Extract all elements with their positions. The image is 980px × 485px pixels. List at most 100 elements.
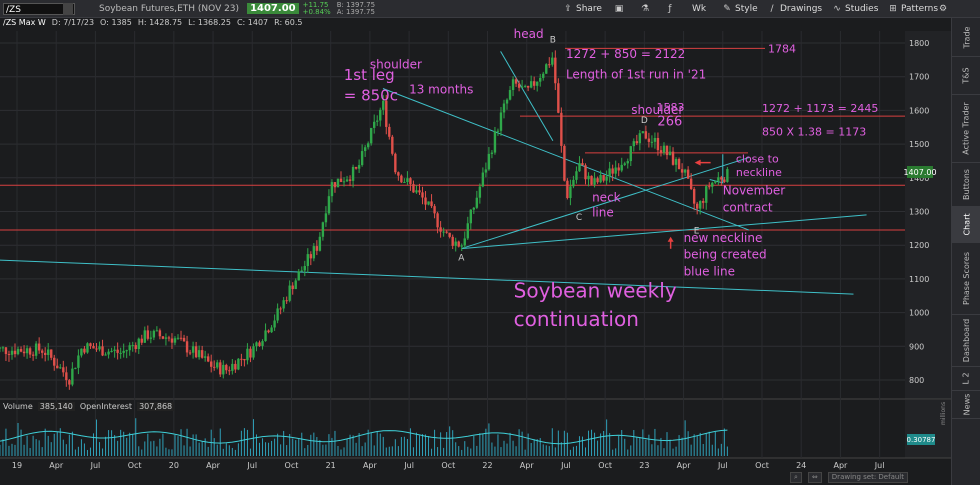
candle-body (705, 186, 708, 203)
studies-quick-icon[interactable]: ƒ (668, 3, 672, 14)
sidebar-tab-buttons[interactable]: Buttons (952, 162, 980, 207)
fit-icon[interactable]: ⇔ (807, 472, 822, 483)
annotation-text: being created (684, 248, 767, 262)
candle-body (267, 330, 270, 333)
patterns-icon: ⊞ (889, 3, 897, 14)
candle-body (493, 131, 497, 153)
candle-body (593, 178, 596, 185)
candle-body (394, 153, 397, 173)
time-tick-label: Jul (874, 461, 885, 470)
time-tick-label: Apr (677, 461, 692, 470)
candle-body (702, 201, 705, 203)
price-tick-label: 1700 (909, 73, 929, 82)
settings-icon[interactable]: ⚙ (938, 3, 948, 14)
info-high: H: 1428.75 (137, 18, 183, 27)
candle-body (581, 163, 584, 166)
candle-body (677, 158, 681, 170)
patterns-button[interactable]: ⊞ Patterns (888, 0, 938, 17)
candle-body (442, 231, 445, 233)
candle-body (161, 336, 165, 339)
trend-line (0, 259, 854, 295)
candle-body (113, 349, 116, 351)
sidebar-tab-ts[interactable]: T&S (952, 56, 980, 95)
sidebar-tab-chart[interactable]: Chart (952, 206, 980, 243)
sidebar-tab-label: Phase Scores (962, 251, 972, 305)
candle-body (270, 327, 273, 333)
price-chart[interactable]: 1784 800 900 1000 1100 1200 1300 1400 1500 1600 1… (0, 0, 951, 485)
sidebar-tab-trade[interactable]: Trade (952, 18, 980, 57)
candle-body (514, 79, 518, 84)
sidebar-tab-l2[interactable]: L 2 (952, 366, 980, 391)
trend-line (461, 214, 867, 250)
candle-body (80, 348, 83, 356)
share-button[interactable]: ⇪ Share (563, 0, 602, 17)
candle-body (587, 175, 590, 180)
candle-body (297, 271, 300, 281)
candle-body (508, 90, 512, 100)
time-tick-label: Oct (755, 461, 769, 470)
pivot-label: C (576, 213, 582, 223)
flask-icon[interactable]: ⚗ (640, 3, 650, 14)
symbol-dropdown-icon[interactable] (63, 2, 73, 15)
candle-body (179, 337, 183, 339)
save-icon[interactable]: ▣ (614, 3, 624, 14)
sidebar-tab-label: T&S (961, 66, 971, 84)
candle-body (517, 83, 521, 88)
time-axis[interactable]: 19 Apr Jul Oct 20 Apr Jul Oct 21 Apr Jul Oct 22 Apr Ju… (12, 461, 885, 470)
drawing-set-button[interactable]: Drawing set: Default (827, 472, 908, 483)
studies-button[interactable]: ∿ Studies (832, 0, 878, 17)
candle-body (611, 168, 614, 174)
candle-body (406, 178, 409, 183)
candle-body (210, 361, 213, 367)
candle-body (116, 349, 119, 353)
symbol-description: Soybean Futures,ETH (NOV 23) (99, 3, 240, 14)
sidebar-tab-active-trader[interactable]: Active Trader (952, 94, 980, 163)
candle-body (219, 362, 222, 375)
style-button[interactable]: ✎ Style (722, 0, 757, 17)
sidebar-tab-dashboard[interactable]: Dashboard (952, 314, 980, 367)
candle-body (216, 362, 219, 368)
ohlc-info-line: /ZS Max W D: 7/17/23 O: 1385 H: 1428.75 … (0, 18, 924, 30)
magnifier-icon[interactable]: ⌕ (790, 472, 802, 483)
candle-body (152, 330, 156, 338)
price-tick-label: 1500 (909, 140, 929, 149)
candle-body (689, 178, 693, 189)
ask-value: A: 1397.75 (336, 7, 375, 16)
candle-body (164, 337, 168, 339)
candle-body (463, 238, 466, 246)
arrow-head (667, 236, 674, 242)
candle-body (529, 81, 533, 88)
candle-body (4, 347, 8, 355)
candle-body (723, 179, 726, 182)
candle-body (557, 83, 560, 113)
annotation-text: contract (723, 201, 773, 215)
candle-body (575, 171, 578, 180)
hline-label-1784: 1784 (768, 42, 796, 55)
candle-body (146, 330, 150, 339)
time-tick-label: Apr (363, 461, 378, 470)
candle-body (158, 330, 162, 337)
price-axis[interactable]: 800 900 1000 1100 1200 1300 1400 1500 1600 1700 18… (909, 39, 929, 385)
info-low: L: 1368.25 (188, 18, 231, 27)
candle-body (65, 372, 68, 381)
annotation-text: 1272 + 850 = 2122 (566, 47, 685, 61)
annotation-text: 850 X 1.38 = 1173 (762, 126, 866, 139)
candle-body (306, 254, 309, 267)
candle-body (433, 206, 436, 214)
candle-body (336, 178, 340, 188)
price-tick-label: 1300 (909, 208, 929, 217)
symbol-input[interactable]: /ZS (3, 2, 75, 15)
sidebar-tab-phase-scores[interactable]: Phase Scores (952, 242, 980, 315)
candle-body (641, 131, 645, 134)
candle-body (427, 201, 430, 205)
candle-body (714, 180, 717, 183)
sidebar-tab-news[interactable]: News (952, 390, 980, 419)
price-tick-label: 1600 (909, 106, 929, 115)
drawings-button[interactable]: ∕ Drawings (767, 0, 822, 17)
candle-body (22, 351, 26, 354)
candle-body (448, 232, 451, 237)
drawings-icon: ∕ (770, 3, 774, 14)
timeframe-button[interactable]: Wk (692, 0, 706, 17)
candle-body (454, 241, 457, 246)
candle-body (487, 153, 491, 170)
